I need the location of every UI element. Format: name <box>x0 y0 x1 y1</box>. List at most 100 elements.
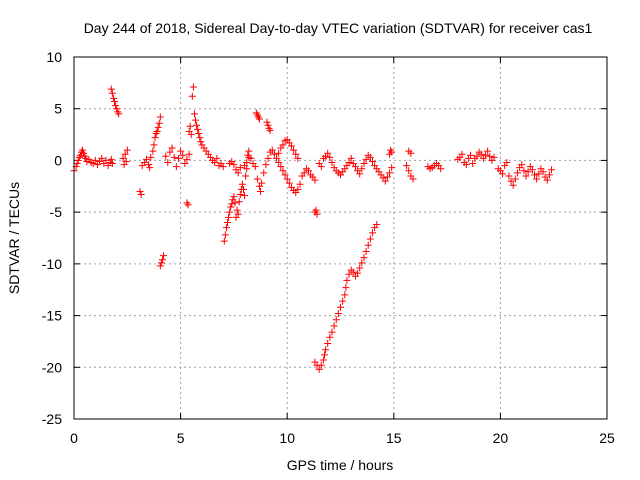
data-point <box>166 148 174 156</box>
data-point <box>321 351 329 359</box>
data-point <box>294 154 302 162</box>
data-point <box>548 166 556 174</box>
data-point <box>258 179 266 187</box>
data-point <box>188 92 196 100</box>
data-point <box>342 284 350 292</box>
data-point <box>366 153 374 161</box>
data-point <box>290 146 298 154</box>
data-point <box>326 333 334 341</box>
data-point <box>264 154 272 162</box>
x-tick-label: 5 <box>177 430 185 446</box>
data-point <box>330 322 338 330</box>
data-point <box>150 141 158 149</box>
data-point <box>115 110 123 118</box>
data-point <box>477 150 485 158</box>
data-point <box>273 154 281 162</box>
data-point <box>82 154 90 162</box>
x-tick-label: 20 <box>493 430 509 446</box>
plot-frame <box>73 56 608 420</box>
data-point <box>343 276 351 284</box>
data-point <box>349 268 357 276</box>
data-point <box>328 328 336 336</box>
data-point <box>388 148 396 156</box>
data-point <box>109 94 117 102</box>
data-point <box>193 121 201 129</box>
data-point <box>146 164 154 172</box>
data-point <box>539 168 547 176</box>
data-point <box>122 157 130 165</box>
x-tick-label: 15 <box>386 430 402 446</box>
data-point <box>458 150 466 158</box>
data-point <box>373 221 381 229</box>
data-point <box>490 153 498 161</box>
data-point <box>123 146 131 154</box>
data-point <box>234 169 242 177</box>
data-point <box>383 173 391 181</box>
data-point <box>503 158 511 166</box>
data-point <box>437 165 445 173</box>
data-point <box>253 175 261 183</box>
data-point <box>531 171 539 179</box>
data-point <box>364 241 372 249</box>
y-tick-label: -10 <box>42 256 62 272</box>
data-point <box>170 153 178 161</box>
data-point <box>264 121 272 129</box>
data-point <box>354 269 362 277</box>
data-point <box>74 156 82 164</box>
data-point <box>262 161 270 169</box>
data-point <box>467 151 475 159</box>
data-point <box>511 175 519 183</box>
data-point <box>107 155 115 163</box>
data-point <box>156 113 164 121</box>
data-point <box>366 235 374 243</box>
data-point <box>473 152 481 160</box>
data-point <box>183 155 191 163</box>
data-point <box>79 146 87 154</box>
data-point <box>157 259 165 267</box>
data-point <box>121 150 129 158</box>
data-point <box>499 170 507 178</box>
data-point <box>509 181 517 189</box>
data-point <box>407 149 415 157</box>
data-point <box>154 123 162 131</box>
data-point <box>108 160 116 168</box>
data-point <box>317 163 325 171</box>
data-point <box>102 156 110 164</box>
data-point <box>535 170 543 178</box>
data-point <box>507 177 515 185</box>
data-point <box>356 264 364 272</box>
data-series-cas1 <box>70 83 556 373</box>
data-point <box>358 165 366 173</box>
data-point <box>174 154 182 162</box>
data-point <box>287 142 295 150</box>
data-point <box>245 147 253 155</box>
data-point <box>283 175 291 183</box>
data-point <box>275 158 283 166</box>
data-point <box>187 131 195 139</box>
data-point <box>162 152 170 160</box>
data-point <box>328 158 336 166</box>
data-point <box>190 110 198 118</box>
data-point <box>292 150 300 158</box>
data-point <box>356 170 364 178</box>
data-point <box>403 162 411 170</box>
data-point <box>339 297 347 305</box>
data-point <box>522 172 530 180</box>
data-point <box>236 164 244 172</box>
data-point <box>136 187 144 195</box>
data-point <box>181 160 189 168</box>
data-point <box>230 193 238 201</box>
y-tick-label: -15 <box>42 308 62 324</box>
data-point <box>245 153 253 161</box>
data-point <box>296 180 304 188</box>
data-point <box>239 185 247 193</box>
x-axis-label: GPS time / hours <box>287 457 394 473</box>
data-point <box>543 176 551 184</box>
data-point <box>368 157 376 165</box>
data-point <box>513 169 521 177</box>
data-point <box>233 206 241 214</box>
data-point <box>277 163 285 171</box>
data-point <box>279 167 287 175</box>
data-point <box>324 149 332 157</box>
